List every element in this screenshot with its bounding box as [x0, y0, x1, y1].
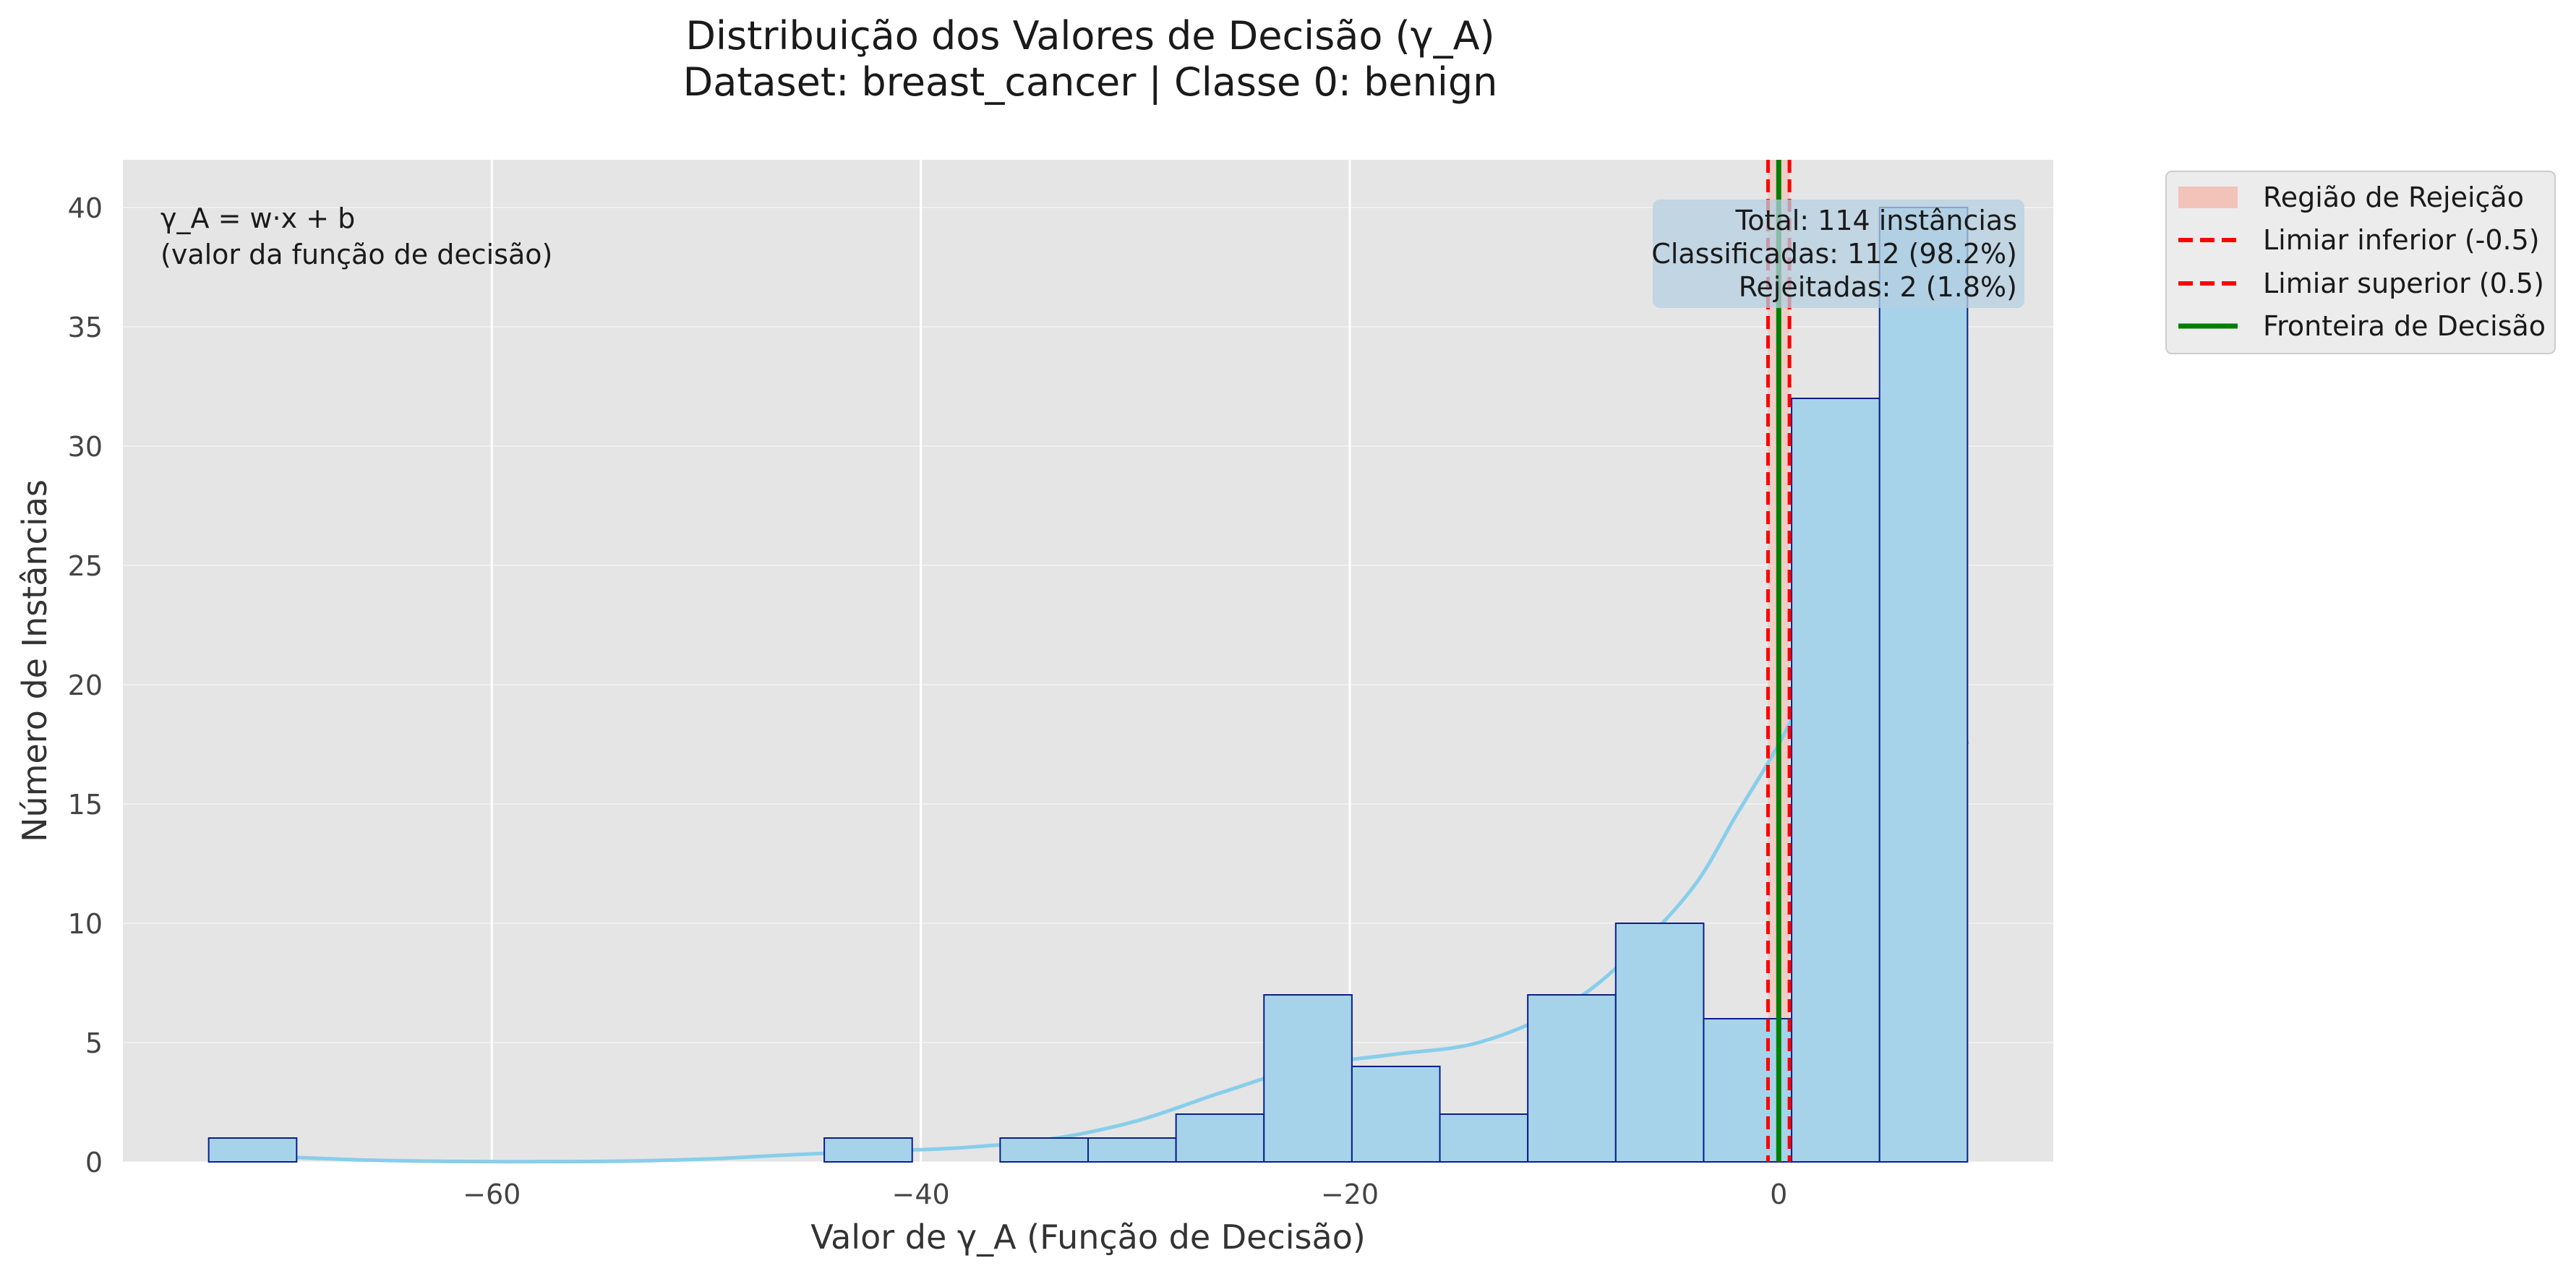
formula-annotation-line1: γ_A = w·x + b [161, 202, 355, 234]
x-axis-label: Valor de γ_A (Função de Decisão) [810, 1218, 1366, 1257]
x-tick-label: 0 [1770, 1179, 1787, 1210]
stats-rejected: Rejeitadas: 2 (1.8%) [1739, 271, 2017, 303]
chart-title-line1: Distribuição dos Valores de Decisão (γ_A… [685, 13, 1494, 59]
histogram-bar [1351, 1066, 1441, 1163]
legend-label-lower-threshold: Limiar inferior (-0.5) [2263, 224, 2540, 256]
legend-label-decision-boundary: Fronteira de Decisão [2263, 310, 2546, 342]
y-tick-label: 20 [68, 670, 103, 701]
legend-label-rejection-region: Região de Rejeição [2263, 181, 2524, 213]
stats-classified: Classificadas: 112 (98.2%) [1651, 238, 2017, 270]
histogram-bar [999, 1137, 1090, 1163]
y-tick-label: 15 [68, 789, 103, 821]
y-tick-label: 30 [68, 431, 103, 463]
histogram-bar [1878, 207, 1969, 1163]
histogram-bar [1439, 1113, 1529, 1163]
x-tick-label: −60 [463, 1179, 521, 1210]
histogram-bar [1175, 1113, 1265, 1163]
histogram-bar [1087, 1137, 1177, 1163]
histogram-bar [1791, 398, 1880, 1163]
histogram-bars [207, 207, 1969, 1163]
y-axis-label: Número de Instâncias [15, 479, 54, 842]
y-tick-label: 0 [85, 1147, 103, 1179]
histogram-bar [1614, 923, 1705, 1163]
y-tick-label: 25 [68, 550, 103, 582]
histogram-bar [1263, 994, 1353, 1163]
y-tick-label: 10 [68, 908, 103, 940]
histogram-bar [207, 1137, 298, 1163]
legend-label-upper-threshold: Limiar superior (0.5) [2263, 268, 2544, 299]
legend: Região de Rejeição Limiar inferior (-0.5… [2165, 171, 2556, 354]
y-tick-label: 40 [68, 192, 103, 224]
histogram-bar [1527, 994, 1617, 1163]
chart-title-line2: Dataset: breast_cancer | Classe 0: benig… [683, 59, 1498, 105]
x-tick-label: −20 [1321, 1179, 1379, 1210]
y-tick-label: 35 [68, 312, 103, 343]
x-tick-label: −40 [891, 1179, 949, 1210]
plot-area [123, 160, 2053, 1162]
stats-total: Total: 114 instâncias [1735, 205, 2017, 236]
histogram-bar [823, 1137, 913, 1163]
threshold-lines [1766, 160, 1792, 1162]
legend-swatch-rejection-region [2178, 187, 2238, 208]
stats-box [1653, 200, 2024, 308]
legend-box [2165, 171, 2556, 354]
y-tick-label: 5 [85, 1027, 103, 1059]
formula-annotation-line2: (valor da função de decisão) [161, 239, 552, 270]
axis-ticks: 0 5 10 15 20 25 30 35 40 −60 −40 −20 0 [68, 192, 1788, 1210]
